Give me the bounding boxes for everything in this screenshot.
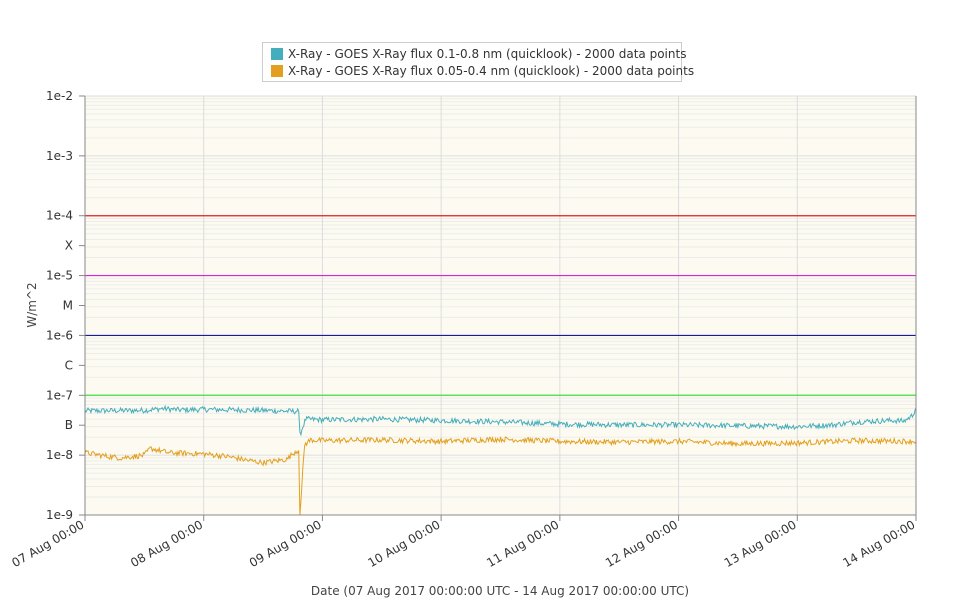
y-tick-label: 1e-7 xyxy=(46,388,73,402)
x-tick-label: 11 Aug 00:00 xyxy=(484,517,561,570)
x-tick-label: 13 Aug 00:00 xyxy=(722,517,799,570)
series-line-short xyxy=(84,404,917,437)
y-tick-label: 1e-9 xyxy=(46,508,73,522)
legend: X-Ray - GOES X-Ray flux 0.1-0.8 nm (quic… xyxy=(262,42,694,82)
x-axis-label: Date (07 Aug 2017 00:00:00 UTC - 14 Aug … xyxy=(311,584,689,598)
x-tick-label: 07 Aug 00:00 xyxy=(9,517,86,570)
legend-swatch-long xyxy=(271,65,283,77)
y-tick-label: X xyxy=(65,239,73,253)
y-tick-label: M xyxy=(63,299,73,313)
y-tick-label: B xyxy=(65,418,73,432)
x-tick-label: 14 Aug 00:00 xyxy=(840,517,917,570)
flare-class-lines xyxy=(85,215,916,396)
y-tick-label: 1e-2 xyxy=(46,89,73,103)
x-tick-label: 10 Aug 00:00 xyxy=(366,517,443,570)
x-tick-label: 09 Aug 00:00 xyxy=(247,517,324,570)
legend-swatch-short xyxy=(271,48,283,60)
y-tick-labels: 1e-9 1e-8 B 1e-7 C 1e-6 M 1e-5 X 1e-4 1e-3 1e-2 xyxy=(46,89,85,522)
y-tick-label: C xyxy=(65,358,73,372)
legend-label-long: X-Ray - GOES X-Ray flux 0.05-0.4 nm (qui… xyxy=(288,64,695,78)
x-tick-label: 12 Aug 00:00 xyxy=(603,517,680,570)
legend-item-short[interactable]: X-Ray - GOES X-Ray flux 0.1-0.8 nm (quic… xyxy=(271,46,686,62)
series-lines xyxy=(84,404,917,516)
y-tick-label: 1e-4 xyxy=(46,209,73,223)
y-tick-label: 1e-8 xyxy=(46,448,73,462)
legend-item-long[interactable]: X-Ray - GOES X-Ray flux 0.05-0.4 nm (qui… xyxy=(271,63,694,79)
y-tick-label: 1e-6 xyxy=(46,328,73,342)
x-tick-labels: 07 Aug 00:00 08 Aug 00:00 09 Aug 00:00 10 A… xyxy=(9,515,918,570)
y-axis-label: W/m^2 xyxy=(25,282,39,327)
legend-label-short: X-Ray - GOES X-Ray flux 0.1-0.8 nm (quic… xyxy=(288,47,687,61)
minor-grid xyxy=(85,98,916,498)
series-line-long xyxy=(84,435,917,516)
y-tick-label: 1e-3 xyxy=(46,149,73,163)
y-tick-label: 1e-5 xyxy=(46,269,73,283)
x-tick-label: 08 Aug 00:00 xyxy=(128,517,205,570)
